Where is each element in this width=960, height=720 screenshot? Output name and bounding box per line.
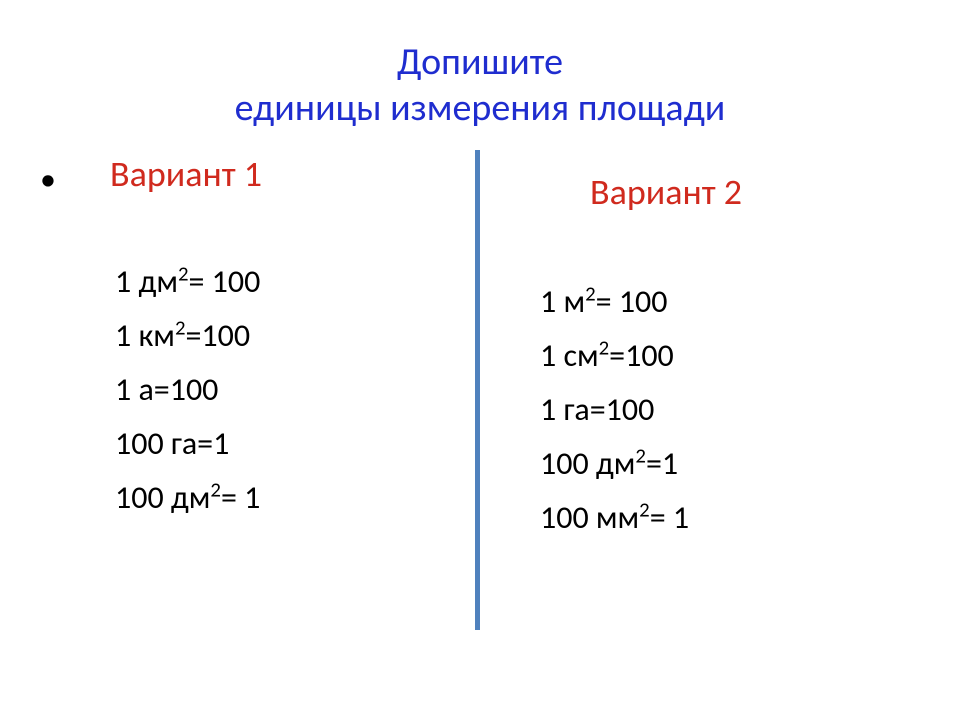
equation-row: 1 дм2= 100	[115, 258, 260, 306]
column-divider	[475, 150, 480, 630]
equation-row: 1 м2= 100	[540, 278, 689, 326]
equation-row: 100 га=1	[115, 420, 260, 468]
equation-row: 100 мм2= 1	[540, 494, 689, 542]
variant-2-body: 1 м2= 100 1 см2=100 1 га=100 100 дм2=1 100 м…	[540, 278, 689, 548]
equation-row: 1 а=100	[115, 366, 260, 414]
variant-1-header: Вариант 1	[110, 152, 262, 196]
slide: Допишите единицы измерения площади • Вар…	[0, 0, 960, 720]
title-line-1: Допишите	[397, 39, 563, 85]
equation-row: 1 га=100	[540, 386, 689, 434]
equation-row: 1 см2=100	[540, 332, 689, 380]
equation-row: 100 дм2= 1	[115, 474, 260, 522]
variant-1-body: 1 дм2= 100 1 км2=100 1 а=100 100 га=1 100 дм…	[115, 258, 260, 528]
title-line-2: единицы измерения площади	[235, 85, 726, 131]
bullet-marker: •	[40, 160, 56, 199]
equation-row: 1 км2=100	[115, 312, 260, 360]
variant-2-header: Вариант 2	[590, 170, 742, 214]
equation-row: 100 дм2=1	[540, 440, 689, 488]
slide-title: Допишите единицы измерения площади	[0, 40, 960, 131]
